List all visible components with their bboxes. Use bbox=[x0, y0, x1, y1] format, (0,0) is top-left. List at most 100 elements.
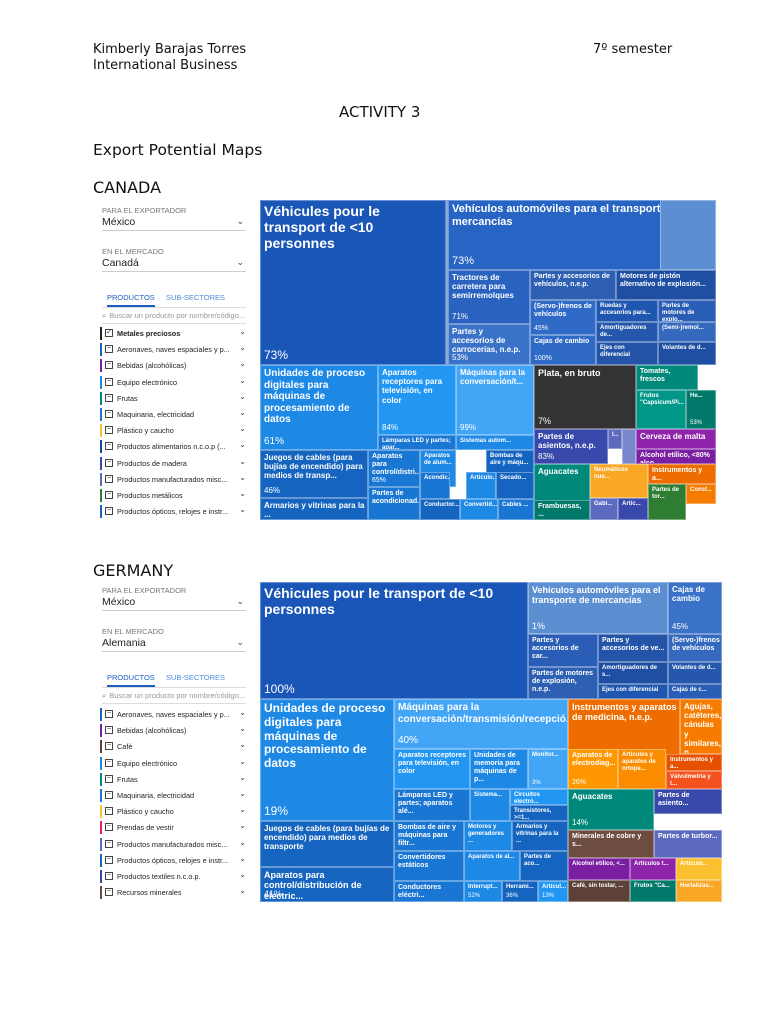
treemap-cell[interactable]: Alcohol etílico, <... bbox=[568, 858, 630, 880]
chevron-down-icon[interactable]: ⌄ bbox=[239, 472, 246, 482]
treemap-cell[interactable]: Interrupt... 52% bbox=[464, 881, 502, 902]
treemap-cell[interactable]: Herrami... 36% bbox=[502, 881, 538, 902]
treemap-cell[interactable]: Conductor... bbox=[420, 499, 460, 520]
treemap-cell[interactable]: Máquinas para la conversación/t... 99% bbox=[456, 365, 534, 435]
treemap-cell[interactable]: Tomates, frescos bbox=[636, 365, 698, 390]
chevron-down-icon[interactable]: ⌄ bbox=[239, 327, 246, 336]
search-input[interactable]: ⌕ Buscar un producto por nombre/código... bbox=[102, 311, 246, 324]
treemap-cell[interactable]: Aparatos receptores para televisión, en … bbox=[378, 365, 456, 435]
treemap-cell[interactable]: Tractores de carretera para semirremolqu… bbox=[448, 270, 530, 324]
treemap-cell[interactable]: Artícul... 13% bbox=[538, 881, 568, 902]
treemap-cell[interactable]: Circuitos electró... bbox=[510, 789, 568, 805]
treemap-cell[interactable]: Aparatos de al... bbox=[464, 851, 520, 881]
product-list-item[interactable]: − Productos alimentarios n.c.o.p (... ⌄ bbox=[100, 439, 246, 455]
treemap-cell[interactable]: Hortalizas... bbox=[676, 880, 722, 902]
treemap-cell[interactable]: Minerales de cobre y s... bbox=[568, 830, 654, 858]
treemap-cell[interactable]: Acondic... bbox=[420, 472, 450, 499]
chevron-down-icon[interactable]: ⌄ bbox=[239, 375, 246, 385]
treemap-cell[interactable] bbox=[622, 429, 636, 464]
treemap-cell[interactable]: Armarios y vitrinas para la ... bbox=[512, 821, 568, 851]
chevron-down-icon[interactable]: ⌄ bbox=[239, 488, 246, 498]
treemap-cell[interactable]: Café, sin tostar, ... bbox=[568, 880, 630, 902]
checkbox[interactable]: − bbox=[105, 839, 113, 848]
treemap-cell[interactable]: Const... bbox=[686, 484, 716, 504]
treemap-cell[interactable]: Armarios y vitrinas para la ... bbox=[260, 498, 368, 520]
tab-products[interactable]: PRODUCTOS bbox=[107, 673, 155, 687]
checkbox[interactable]: − bbox=[105, 345, 113, 354]
treemap-cell[interactable]: Motores de pistón alternativo de explosi… bbox=[616, 270, 716, 300]
treemap-cell[interactable] bbox=[660, 200, 716, 270]
product-list-item[interactable]: − Equipo electrónico ⌄ bbox=[100, 375, 246, 391]
treemap-cell[interactable]: Volantes de d... bbox=[668, 662, 722, 684]
chevron-down-icon[interactable]: ⌄ bbox=[239, 456, 246, 466]
product-list-item[interactable]: − Recursos minerales ⌄ bbox=[100, 885, 246, 901]
chevron-down-icon[interactable]: ⌄ bbox=[239, 359, 246, 369]
treemap-cell[interactable]: Artículos t... bbox=[630, 858, 676, 880]
treemap-cell[interactable]: Partes de asiento... bbox=[654, 789, 722, 814]
chevron-down-icon[interactable]: ⌄ bbox=[239, 869, 246, 879]
checkbox[interactable]: ✓ bbox=[105, 329, 113, 337]
checkbox[interactable]: − bbox=[105, 710, 113, 718]
treemap-cell[interactable]: Artículo... bbox=[466, 472, 496, 499]
treemap-cell[interactable]: Cerveza de malta bbox=[636, 429, 716, 449]
treemap-cell[interactable]: He... 53% bbox=[686, 390, 716, 429]
treemap-cell[interactable]: Aparatos receptores para televisión, en … bbox=[394, 749, 470, 789]
chevron-down-icon[interactable]: ⌄ bbox=[239, 886, 246, 896]
chevron-down-icon[interactable]: ⌄ bbox=[239, 708, 246, 717]
product-list-item[interactable]: − Frutas ⌄ bbox=[100, 391, 246, 407]
market-select[interactable]: Alemania ⌄ bbox=[102, 637, 246, 652]
treemap-cell[interactable]: Instrumentos y a... bbox=[666, 754, 722, 771]
product-list-item[interactable]: − Productos ópticos, relojes e instr... ⌄ bbox=[100, 504, 246, 520]
treemap-cell[interactable]: Gabi... bbox=[590, 498, 618, 520]
treemap-cell[interactable]: Ruedas y accesorios para... bbox=[596, 300, 658, 322]
treemap-cell[interactable]: Partes y accesorios de ve... bbox=[598, 634, 668, 662]
checkbox[interactable]: − bbox=[105, 742, 113, 751]
product-list-item[interactable]: − Bebidas (alcohólicas) ⌄ bbox=[100, 723, 246, 739]
treemap-cell[interactable]: Ejes con diferencial bbox=[596, 342, 658, 365]
treemap-cell[interactable]: Máquinas para la conversación/transmisió… bbox=[394, 699, 568, 749]
product-list-item[interactable]: − Frutas ⌄ bbox=[100, 772, 246, 788]
chevron-down-icon[interactable]: ⌄ bbox=[239, 424, 246, 434]
checkbox[interactable]: − bbox=[105, 871, 113, 880]
treemap-cell[interactable]: Artículo... bbox=[676, 858, 722, 880]
chevron-down-icon[interactable]: ⌄ bbox=[239, 853, 246, 863]
treemap-cell[interactable]: Agujas, catéteres, cánulas y similares, … bbox=[680, 699, 722, 754]
chevron-down-icon[interactable]: ⌄ bbox=[239, 505, 246, 515]
product-list-item[interactable]: − Productos ópticos, relojes e instr... ⌄ bbox=[100, 853, 246, 869]
treemap-cell[interactable]: Partes de turbor... bbox=[654, 830, 722, 858]
chevron-down-icon[interactable]: ⌄ bbox=[239, 440, 246, 450]
treemap-cell[interactable]: Monitor... 3% bbox=[528, 749, 568, 789]
treemap-cell[interactable]: Frutos "Capsicum/Pi... bbox=[636, 390, 686, 429]
checkbox[interactable]: − bbox=[105, 393, 113, 402]
chevron-down-icon[interactable]: ⌄ bbox=[239, 724, 246, 734]
checkbox[interactable]: − bbox=[105, 442, 113, 451]
treemap-cell[interactable]: Véhicules pour le transport de <10 perso… bbox=[260, 200, 446, 365]
chevron-down-icon[interactable]: ⌄ bbox=[239, 343, 246, 353]
checkbox[interactable]: − bbox=[105, 758, 113, 767]
chevron-down-icon[interactable]: ⌄ bbox=[239, 805, 246, 815]
checkbox[interactable]: − bbox=[105, 377, 113, 386]
checkbox[interactable]: − bbox=[105, 409, 113, 418]
market-select[interactable]: Canadá ⌄ bbox=[102, 257, 246, 272]
treemap-cell[interactable]: Unidades de proceso digitales para máqui… bbox=[260, 699, 394, 821]
treemap-cell[interactable]: Válvulmetría y t... bbox=[666, 771, 722, 789]
chevron-down-icon[interactable]: ⌄ bbox=[239, 837, 246, 847]
product-list-item[interactable]: − Productos textiles n.c.o.p. ⌄ bbox=[100, 869, 246, 885]
treemap-cell[interactable]: Cajas de c... bbox=[668, 684, 722, 699]
checkbox[interactable]: − bbox=[105, 426, 113, 435]
checkbox[interactable]: − bbox=[105, 726, 113, 735]
treemap-cell[interactable]: Partes de acondicionad... bbox=[368, 487, 420, 520]
checkbox[interactable]: − bbox=[105, 361, 113, 370]
treemap-cell[interactable]: Partes de tor... bbox=[648, 484, 686, 520]
product-list-item[interactable]: − Bebidas (alcohólicas) ⌄ bbox=[100, 358, 246, 374]
treemap-cell[interactable]: Juegos de cables (para bujías de encendi… bbox=[260, 821, 394, 867]
treemap-cell[interactable]: Neumáticos nue... bbox=[590, 464, 648, 498]
treemap-cell[interactable]: Convertidores estáticos bbox=[394, 851, 464, 881]
checkbox[interactable]: − bbox=[105, 774, 113, 783]
exporter-select[interactable]: México ⌄ bbox=[102, 216, 246, 231]
chevron-down-icon[interactable]: ⌄ bbox=[239, 391, 246, 401]
product-list-item[interactable]: − Maquinaria, electricidad ⌄ bbox=[100, 407, 246, 423]
treemap-cell[interactable]: Amortiguadores de s... bbox=[598, 662, 668, 684]
treemap-cell[interactable]: (Semi-)remol... bbox=[658, 322, 716, 342]
product-list-item[interactable]: − Plástico y caucho ⌄ bbox=[100, 804, 246, 820]
